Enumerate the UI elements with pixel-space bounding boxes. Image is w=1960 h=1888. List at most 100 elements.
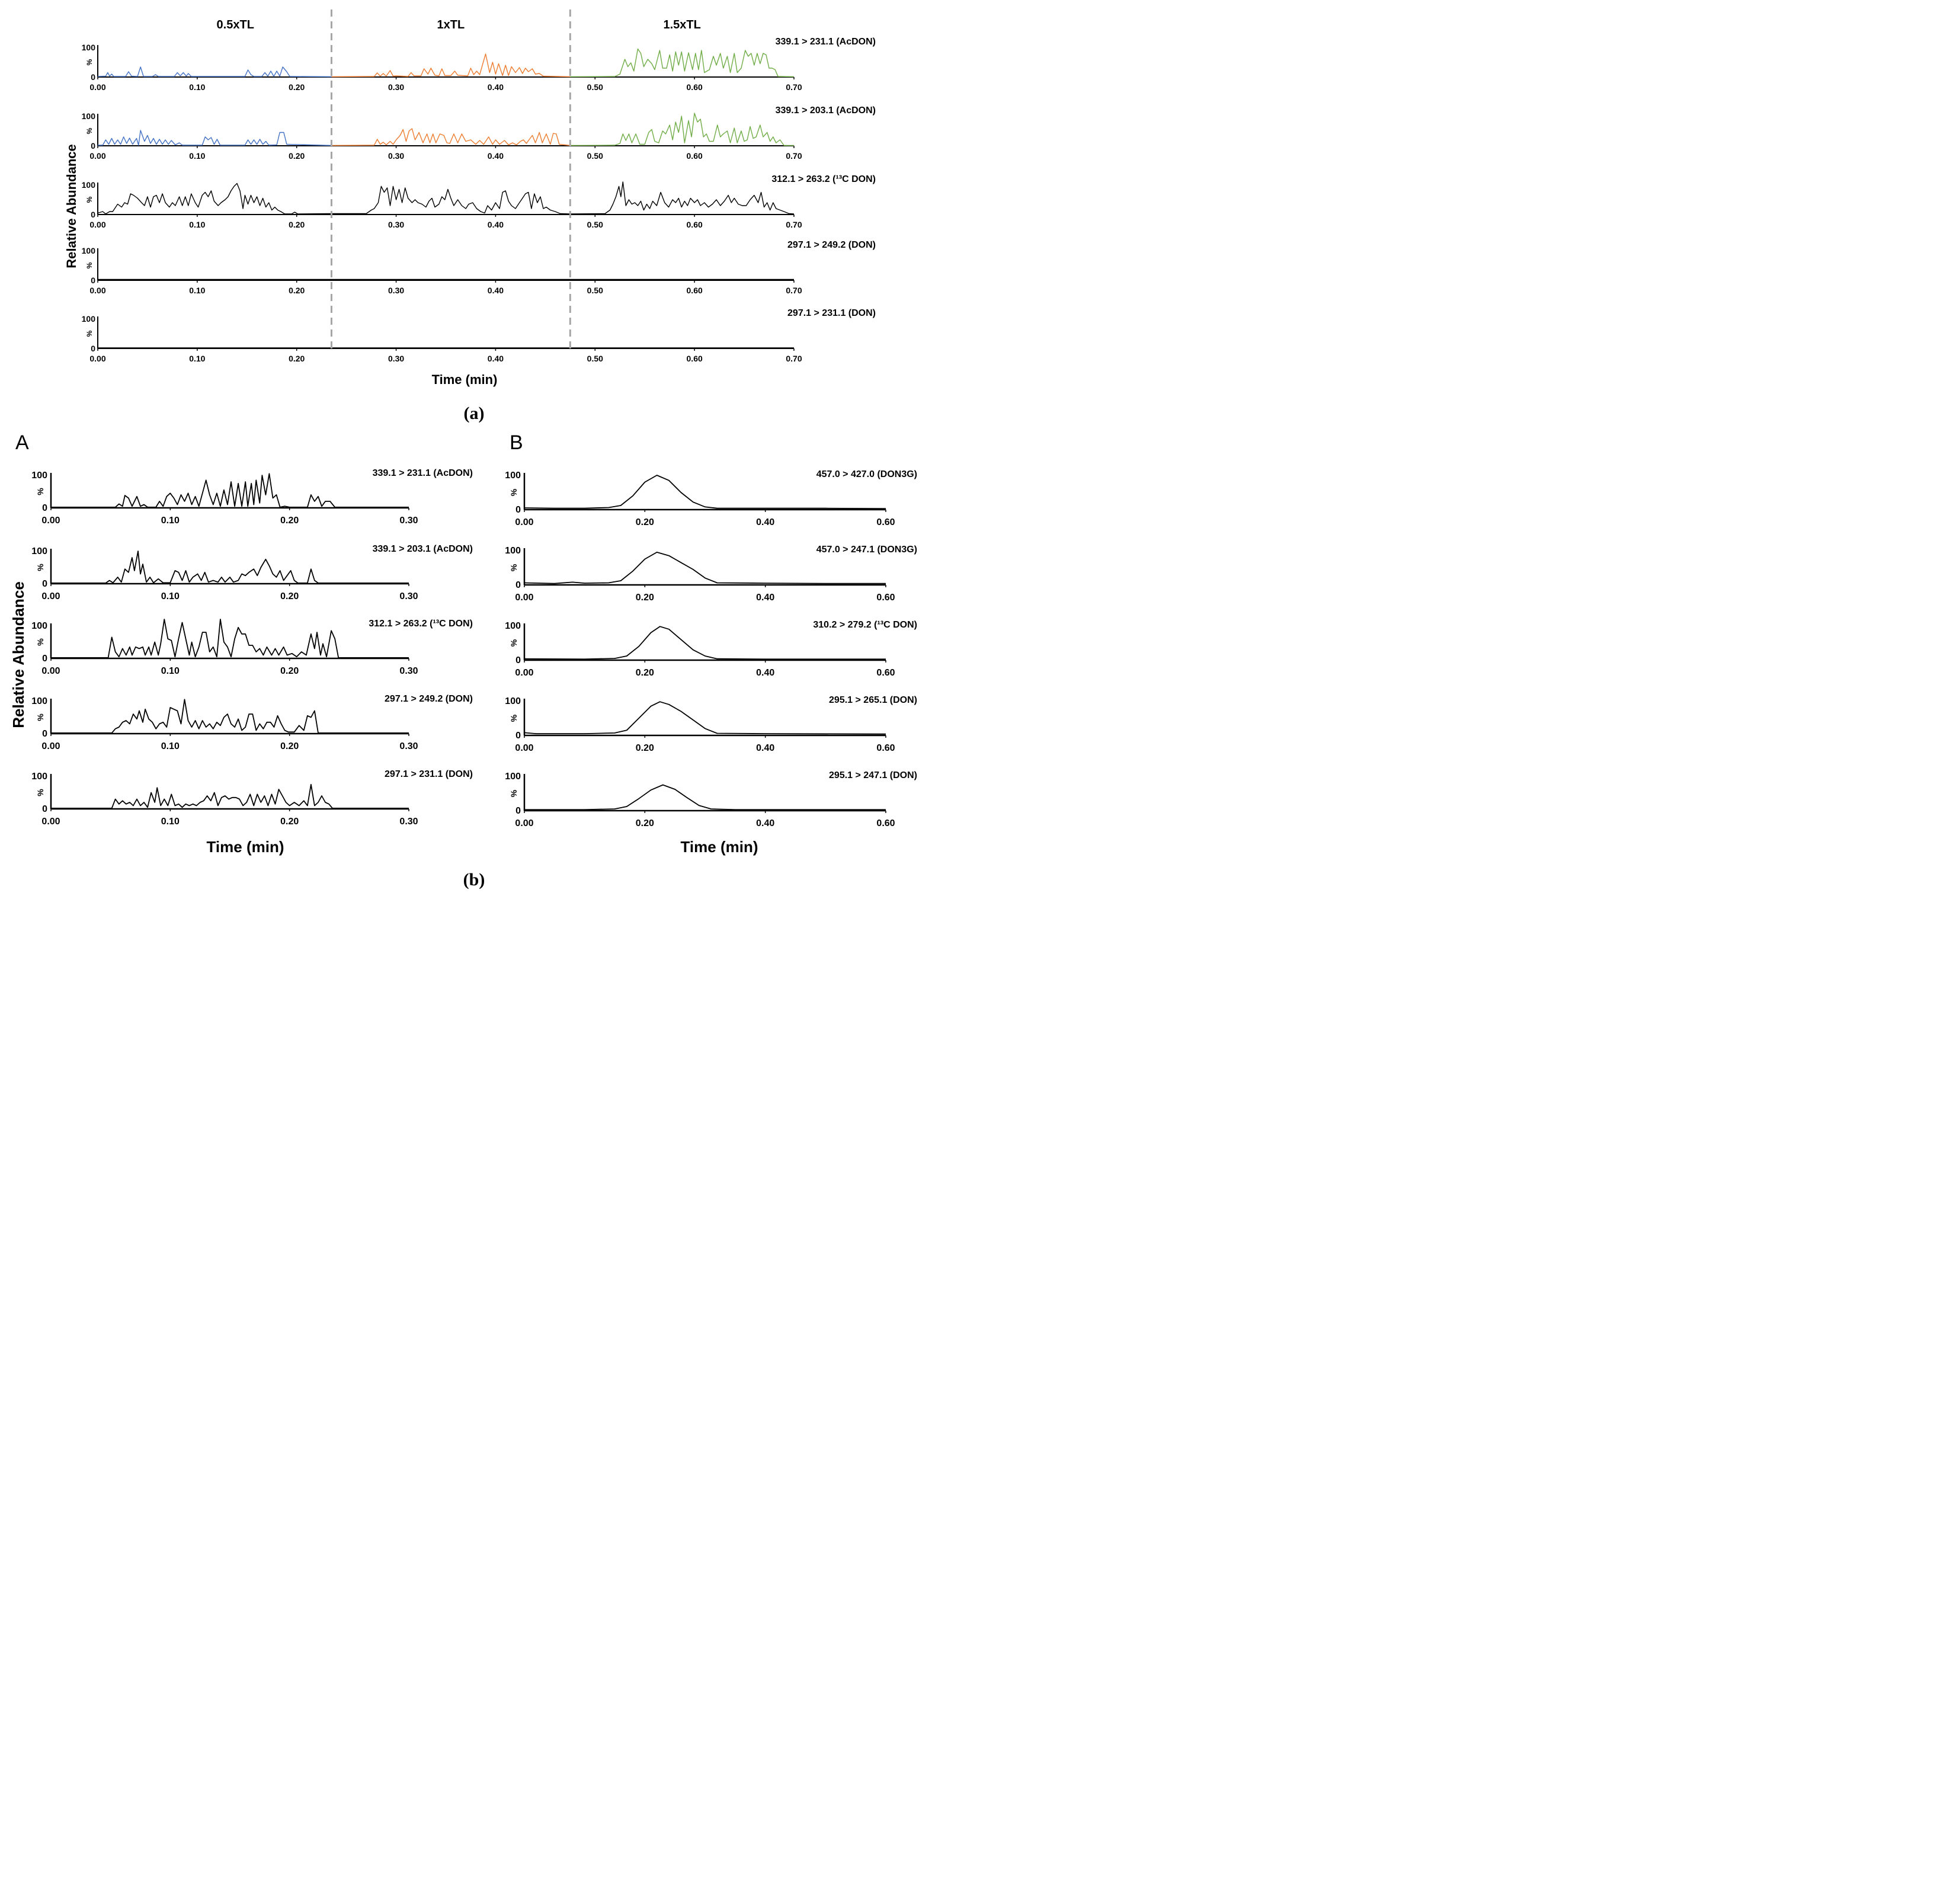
series-line-black <box>524 626 886 660</box>
x-tick-label: 0.60 <box>876 743 895 753</box>
y-tick-label-top: 100 <box>505 696 521 706</box>
y-unit-label: % <box>509 789 518 797</box>
x-tick-label: 0.10 <box>189 151 205 161</box>
x-tick-label: 0.00 <box>41 591 60 601</box>
y-tick-label-top: 100 <box>31 471 47 481</box>
y-unit-label: % <box>509 714 518 722</box>
x-tick-label: 0.00 <box>515 593 533 603</box>
trace-bB-4: 100 0% 0.00 0.20 0.40 0.60 295.1 > 265.1 (DON) <box>505 695 917 753</box>
series-line-black <box>51 619 409 658</box>
x-tick-label: 0.20 <box>636 743 654 753</box>
y-tick-label-top: 100 <box>82 111 96 121</box>
trace-label: 312.1 > 263.2 (¹³C DON) <box>369 619 473 629</box>
trace-label: 457.0 > 427.0 (DON3G) <box>816 469 917 479</box>
panel-b-caption: (b) <box>463 870 485 889</box>
x-tick-label: 0.40 <box>756 668 774 678</box>
trace-bB-1: 100 0% 0.00 0.20 0.40 0.60 457.0 > 427.0 (DON3… <box>505 469 917 527</box>
x-tick-label: 0.40 <box>488 82 504 92</box>
series-line-blue <box>97 66 332 78</box>
panel-b-sublabel-a: A <box>15 431 29 454</box>
x-tick-label: 0.40 <box>488 354 504 363</box>
series-line-black <box>524 701 886 735</box>
x-tick-label: 0.10 <box>189 286 205 295</box>
x-tick-label: 0.30 <box>388 151 404 161</box>
trace-a-3: 100 0% 0.00 0.10 0.20 0.30 0.40 0.50 0.60 0.70 312… <box>82 174 876 229</box>
y-unit-label: % <box>85 262 94 268</box>
trace-label: 339.1 > 203.1 (AcDON) <box>776 105 876 116</box>
y-tick-label-top: 100 <box>505 471 521 481</box>
x-tick-label: 0.20 <box>289 82 305 92</box>
series-line-black <box>524 784 886 811</box>
series-line-blue <box>98 130 332 146</box>
x-tick-label: 0.60 <box>876 668 895 678</box>
series-line-orange <box>331 53 571 78</box>
y-tick-label-top: 100 <box>505 546 521 556</box>
x-tick-label: 0.20 <box>636 517 654 527</box>
x-tick-label: 0.60 <box>687 220 703 229</box>
y-unit-label: % <box>509 564 518 571</box>
trace-label: 339.1 > 231.1 (AcDON) <box>373 468 473 478</box>
trace-bA-2: 100 0% 0.00 0.10 0.20 0.30 339.1 > 203.1 (AcDO… <box>31 544 473 601</box>
y-unit-label: % <box>36 638 45 646</box>
panel-b-ylabel: Relative Abundance <box>9 581 27 728</box>
series-line-black <box>51 783 409 809</box>
trace-label: 297.1 > 231.1 (DON) <box>787 308 876 318</box>
y-tick-label-bottom: 0 <box>42 654 47 664</box>
y-unit-label: % <box>36 789 45 796</box>
x-tick-label: 0.20 <box>280 666 299 676</box>
x-tick-label: 0.20 <box>280 591 299 601</box>
y-unit-label: % <box>509 639 518 647</box>
segment-label: 1.5xTL <box>663 18 700 31</box>
series-line-black <box>51 473 409 508</box>
x-tick-label: 0.00 <box>89 286 105 295</box>
trace-a-2: 100 0% 0.00 0.10 0.20 0.30 0.40 0.50 0.60 0.70 339… <box>82 105 876 161</box>
y-tick-label-bottom: 0 <box>91 72 95 82</box>
x-tick-label: 0.50 <box>587 151 603 161</box>
trace-label: 295.1 > 265.1 (DON) <box>829 695 917 705</box>
series-line-orange <box>331 128 571 146</box>
x-tick-label: 0.30 <box>399 516 418 526</box>
x-tick-label: 0.30 <box>388 220 404 229</box>
panel-b-right-chart: 100 0% 0.00 0.20 0.40 0.60 457.0 > 427.0 (DON3… <box>505 469 917 828</box>
trace-label: 339.1 > 231.1 (AcDON) <box>776 37 876 47</box>
panel-a-ylabel: Relative Abundance <box>64 144 79 268</box>
y-tick-label-bottom: 0 <box>515 731 521 741</box>
x-tick-label: 0.00 <box>515 517 533 527</box>
x-tick-label: 0.20 <box>280 817 299 827</box>
x-tick-label: 0.60 <box>876 517 895 527</box>
y-tick-label-bottom: 0 <box>42 729 47 739</box>
y-tick-label-bottom: 0 <box>515 655 521 665</box>
y-unit-label: % <box>509 488 518 496</box>
y-unit-label: % <box>85 330 94 337</box>
x-tick-label: 0.10 <box>189 82 205 92</box>
y-tick-label-top: 100 <box>31 772 47 782</box>
y-tick-label-bottom: 0 <box>91 276 95 285</box>
series-line-green <box>570 48 795 78</box>
x-tick-label: 0.30 <box>388 354 404 363</box>
x-tick-label: 0.40 <box>488 220 504 229</box>
x-tick-label: 0.50 <box>587 286 603 295</box>
trace-a-1: 100 0% 0.00 0.10 0.20 0.30 0.40 0.50 0.60 0.70 339… <box>82 37 876 92</box>
x-tick-label: 0.10 <box>161 591 180 601</box>
y-unit-label: % <box>85 196 94 203</box>
trace-bB-3: 100 0% 0.00 0.20 0.40 0.60 310.2 > 279.2 (¹³C … <box>505 620 917 678</box>
y-tick-label-bottom: 0 <box>91 210 95 219</box>
series-line-green <box>570 113 794 146</box>
y-tick-label-top: 100 <box>82 314 96 324</box>
y-tick-label-bottom: 0 <box>91 141 95 151</box>
series-line-black <box>51 551 409 584</box>
trace-bA-5: 100 0% 0.00 0.10 0.20 0.30 297.1 > 231.1 (DON) <box>31 769 473 827</box>
x-tick-label: 0.70 <box>786 286 802 295</box>
y-tick-label-top: 100 <box>31 621 47 631</box>
trace-bB-2: 100 0% 0.00 0.20 0.40 0.60 457.0 > 247.1 (DON3… <box>505 545 917 603</box>
x-tick-label: 0.20 <box>280 516 299 526</box>
x-tick-label: 0.30 <box>388 286 404 295</box>
trace-label: 312.1 > 263.2 (¹³C DON) <box>771 174 876 184</box>
x-tick-label: 0.20 <box>636 668 654 678</box>
trace-label: 295.1 > 247.1 (DON) <box>829 770 917 780</box>
x-tick-label: 0.20 <box>289 151 305 161</box>
x-tick-label: 0.30 <box>399 591 418 601</box>
series-line-black <box>524 475 886 510</box>
x-tick-label: 0.00 <box>515 818 533 828</box>
x-tick-label: 0.40 <box>756 743 774 753</box>
